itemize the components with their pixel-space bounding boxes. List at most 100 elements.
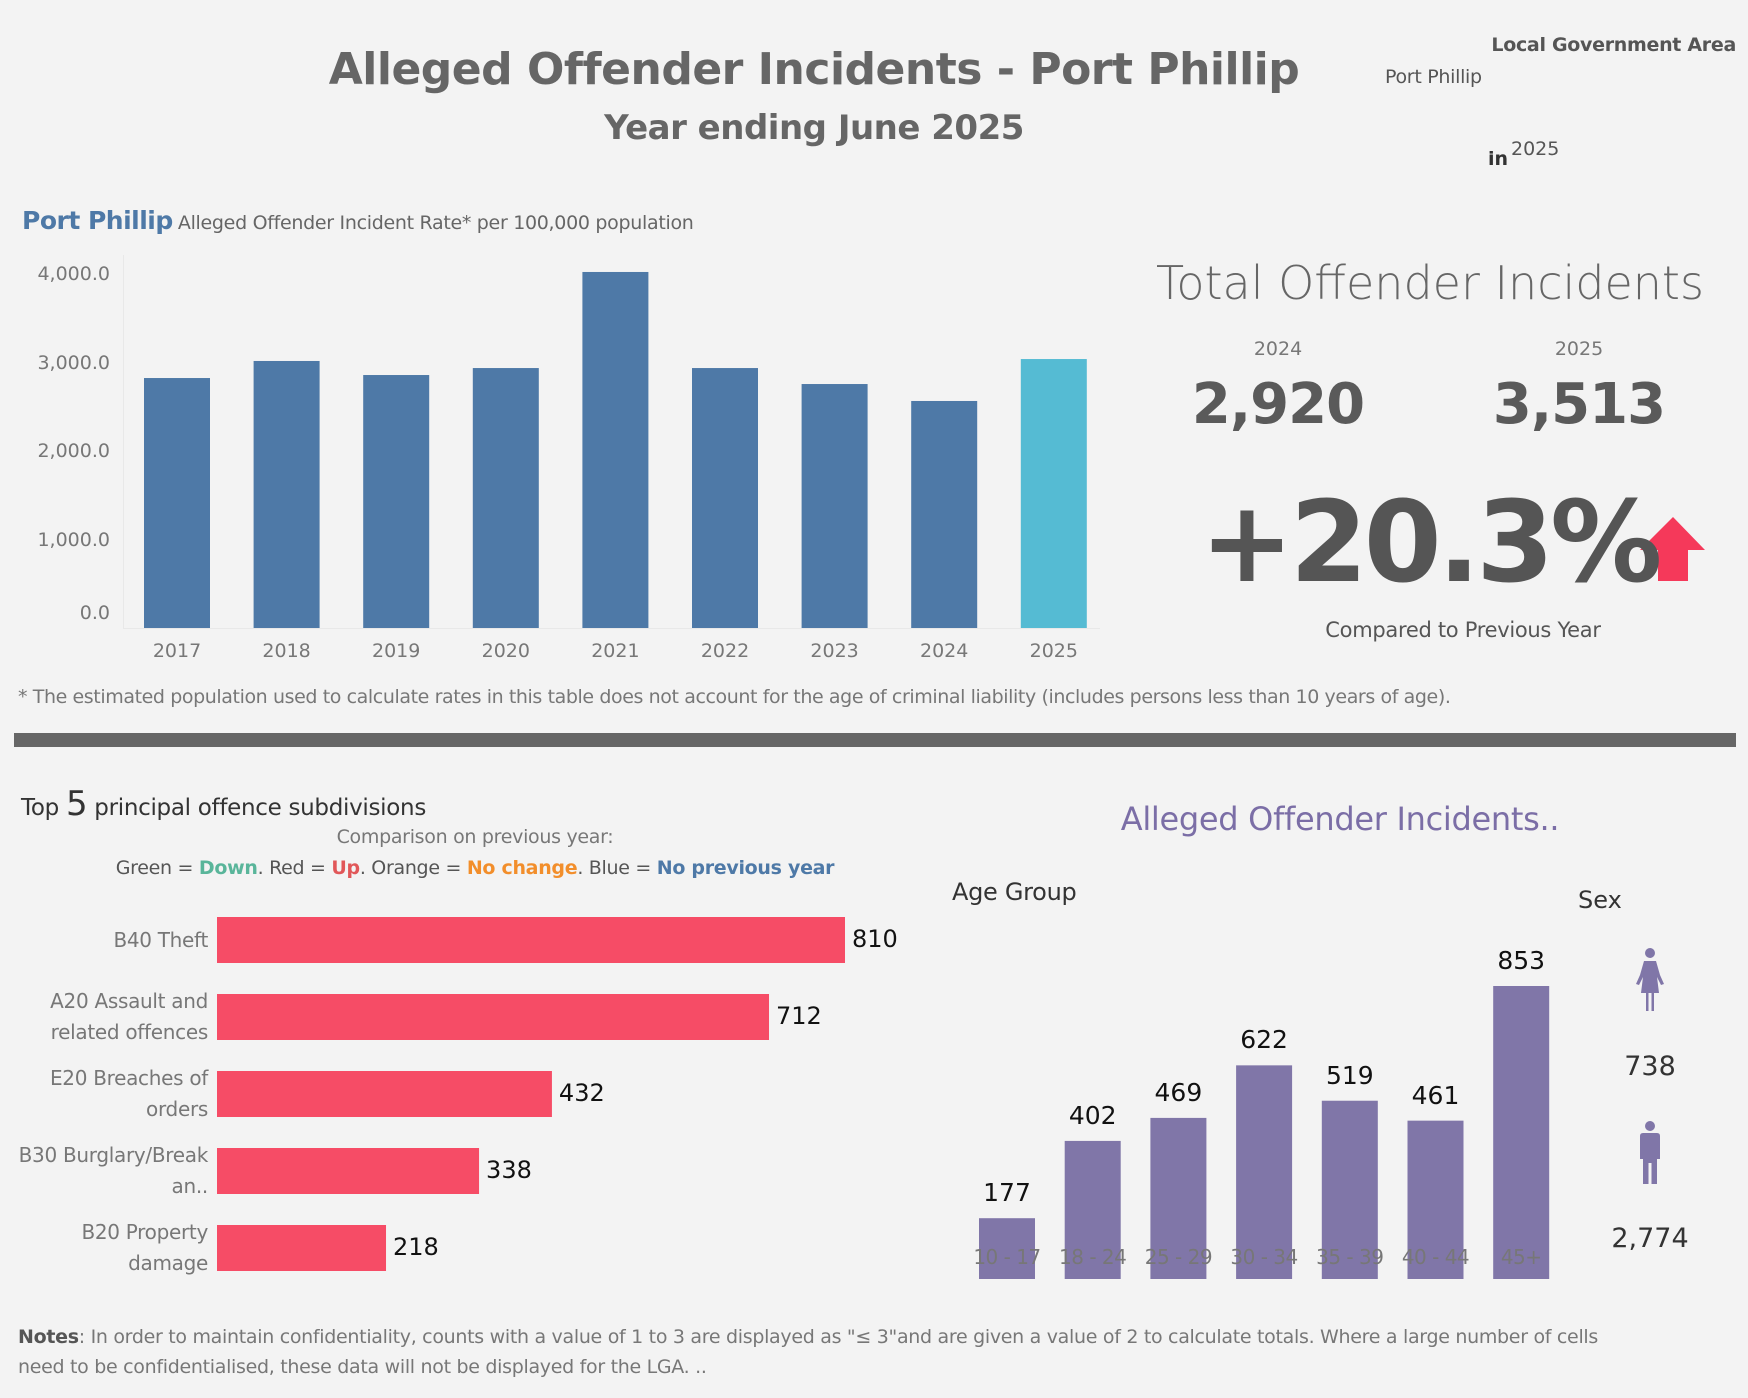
offence-category-label: B20 Property damage — [81, 1220, 208, 1275]
rate-bar-2017[interactable] — [144, 378, 210, 628]
offence-bar-value: 432 — [558, 1079, 605, 1107]
age-x-tick: 10 - 17 — [973, 1245, 1041, 1269]
age-bar-value: 469 — [1154, 1077, 1203, 1107]
rate-x-tick: 2018 — [262, 640, 311, 662]
legend-no-previous-year: No previous year — [656, 857, 835, 879]
offence-bar[interactable] — [217, 1071, 552, 1117]
rate-bar-2022[interactable] — [692, 368, 758, 628]
rate-y-tick: 4,000.0 — [37, 263, 110, 285]
age-x-tick: 40 - 44 — [1401, 1245, 1470, 1269]
age-x-tick: 18 - 24 — [1059, 1245, 1127, 1269]
top5-title-prefix: Top — [21, 795, 59, 821]
top5-title-suffix: principal offence subdivisions — [94, 795, 427, 821]
kpi-curr-year: 2025 — [1554, 338, 1604, 360]
age-bar-10 - 17[interactable] — [979, 1218, 1035, 1279]
rate-x-tick: 2024 — [920, 640, 969, 662]
comparison-label: Comparison on previous year: — [336, 826, 614, 848]
age-bar-value: 622 — [1240, 1025, 1288, 1055]
age-bar-value: 461 — [1411, 1080, 1460, 1110]
rate-x-tick: 2023 — [810, 640, 859, 662]
rate-y-tick: 3,000.0 — [37, 352, 110, 374]
offence-category-label: B30 Burglary/Break an.. — [18, 1143, 209, 1198]
rate-bar-2024[interactable] — [911, 400, 978, 628]
rate-footnote: * The estimated population used to calcu… — [18, 686, 1451, 708]
notes-label: Notes — [18, 1326, 79, 1348]
age-x-tick: 30 - 34 — [1230, 1245, 1298, 1269]
year-filter-value[interactable]: 2025 — [1511, 138, 1560, 160]
age-bar-value: 402 — [1068, 1100, 1117, 1130]
offence-bar-value: 712 — [776, 1002, 822, 1030]
offence-bar[interactable] — [217, 1148, 480, 1194]
legend-no-change: No change — [466, 857, 578, 879]
rate-y-tick: 0.0 — [79, 602, 110, 624]
legend-text: Green = — [115, 857, 199, 879]
kpi-change-percent: +20.3% — [1200, 478, 1662, 608]
rate-x-tick: 2019 — [372, 640, 421, 662]
legend-text: . Orange = — [359, 857, 467, 879]
color-legend: Green = Down. Red = Up. Orange = No chan… — [80, 857, 870, 879]
age-bar-18 - 24[interactable] — [1064, 1140, 1121, 1279]
legend-down: Down — [198, 857, 258, 879]
offence-chart-bars — [217, 917, 845, 1271]
legend-text: . Blue = — [577, 857, 657, 879]
page-subtitle: Year ending June 2025 — [604, 108, 1024, 148]
rate-x-tick: 2025 — [1029, 640, 1078, 662]
lga-filter-value[interactable]: Port Phillip — [1385, 66, 1482, 88]
age-group-label: Age Group — [952, 878, 1077, 906]
rate-bar-2019[interactable] — [363, 375, 430, 628]
legend-up: Up — [331, 857, 360, 879]
rate-bar-2020[interactable] — [472, 368, 539, 628]
rate-bar-2025[interactable] — [1020, 359, 1087, 628]
age-bar-value: 853 — [1497, 946, 1546, 975]
notes: Notes: In order to maintain confidential… — [18, 1322, 1618, 1382]
rate-x-tick: 2021 — [591, 640, 640, 662]
offence-bar[interactable] — [217, 994, 770, 1040]
kpi-compare-label: Compared to Previous Year — [1325, 618, 1601, 642]
top5-title-number: 5 — [65, 784, 88, 824]
offence-category-label: B40 Theft — [113, 927, 208, 952]
year-filter-label: in — [1488, 148, 1509, 170]
offence-category-label: A20 Assault and related offences — [50, 989, 208, 1044]
age-x-tick: 35 - 39 — [1316, 1245, 1384, 1269]
age-bar-35 - 39[interactable] — [1321, 1100, 1378, 1279]
age-bar-45+[interactable] — [1493, 986, 1550, 1279]
kpi-prev-value: 2,920 — [1191, 372, 1365, 437]
offence-bar-value: 810 — [852, 925, 898, 953]
rate-chart-description: Alleged Offender Incident Rate* per 100,… — [177, 212, 694, 234]
kpi-curr-value: 3,513 — [1492, 372, 1666, 437]
age-bar-value: 177 — [983, 1178, 1031, 1208]
kpi-prev-year: 2024 — [1253, 338, 1303, 360]
offence-bar-value: 218 — [393, 1233, 439, 1261]
lga-filter-label: Local Government Area — [1491, 34, 1736, 56]
notes-text: : In order to maintain confidentiality, … — [18, 1326, 1598, 1378]
sex-label: Sex — [1578, 886, 1622, 914]
rate-x-tick: 2022 — [700, 640, 750, 662]
rate-x-tick: 2020 — [481, 640, 530, 662]
rate-bar-2023[interactable] — [801, 384, 868, 628]
offence-bar-value: 338 — [486, 1156, 532, 1184]
offence-category-label: E20 Breaches of orders — [49, 1066, 208, 1121]
age-section-title: Alleged Offender Incidents.. — [1120, 800, 1560, 838]
rate-y-tick: 1,000.0 — [37, 529, 110, 551]
arrow-up-icon — [1640, 517, 1705, 581]
rate-chart-lga: Port Phillip — [22, 206, 173, 235]
rate-y-tick: 2,000.0 — [37, 440, 110, 462]
age-x-tick: 45+ — [1500, 1245, 1542, 1269]
age-x-tick: 25 - 29 — [1144, 1245, 1213, 1269]
age-chart-bars — [979, 986, 1550, 1279]
age-bar-40 - 44[interactable] — [1407, 1120, 1464, 1279]
age-bar-25 - 29[interactable] — [1150, 1117, 1207, 1279]
age-bar-30 - 34[interactable] — [1236, 1065, 1293, 1279]
female-count: 738 — [1624, 1051, 1676, 1082]
top5-title: Top 5 principal offence subdivisions — [21, 784, 426, 824]
rate-bar-2021[interactable] — [582, 271, 649, 628]
section-divider — [14, 733, 1736, 747]
offence-bar[interactable] — [217, 917, 845, 963]
rate-bar-2018[interactable] — [253, 360, 320, 628]
rate-chart-header: Port Phillip Alleged Offender Incident R… — [22, 206, 694, 235]
offence-bar[interactable] — [217, 1225, 387, 1271]
kpi-title: Total Offender Incidents — [1156, 256, 1704, 310]
age-bar-value: 519 — [1325, 1060, 1374, 1090]
rate-x-tick: 2017 — [152, 640, 202, 662]
